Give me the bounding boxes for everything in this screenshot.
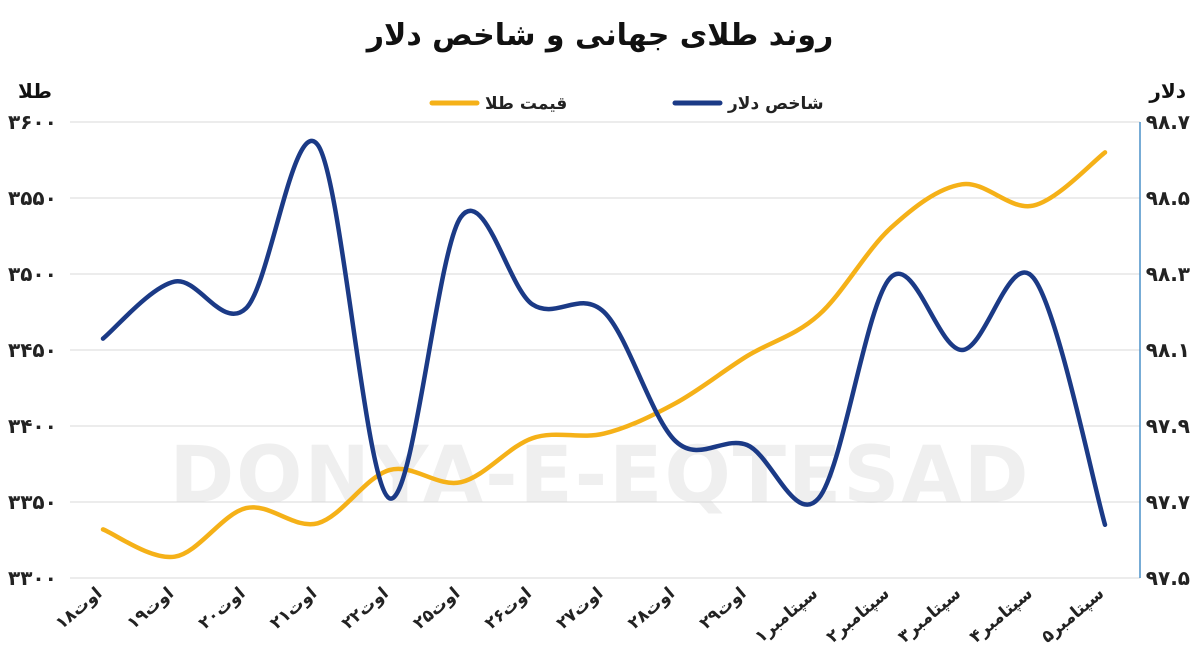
x-tick-label: ۲۶اوت: [481, 584, 535, 634]
data-point: [459, 215, 463, 219]
legend: قیمت طلا شاخص دلار: [429, 94, 824, 114]
gridlines: [70, 121, 1140, 579]
data-point: [674, 439, 678, 443]
y-right-axis-title: دلار: [1148, 79, 1186, 103]
watermark: DONYA-E-EQTESAD: [169, 431, 1030, 521]
y-left-axis-title: طلا: [18, 79, 52, 103]
y-left-tick-label: ۳۶۰۰: [8, 110, 57, 134]
data-point: [1103, 150, 1107, 154]
x-tick-label: ۲۰اوت: [195, 584, 249, 634]
y-left-tick-label: ۳۳۰۰: [8, 566, 57, 590]
legend-label: شاخص دلار: [727, 94, 824, 114]
data-point: [244, 506, 248, 510]
data-point: [101, 337, 105, 341]
data-point: [387, 496, 391, 500]
y-left-tick-label: ۳۵۰۰: [8, 262, 57, 286]
chart-title: روند طلای جهانی و شاخص دلار: [365, 18, 834, 53]
data-point: [602, 310, 606, 314]
y-left-tick-label: ۳۳۵۰: [8, 490, 57, 514]
x-tick-label: ۵سپتامبر: [1038, 584, 1109, 648]
y-right-tick-label: ۹۸.۳: [1146, 262, 1190, 286]
series-line-dollar: [100, 138, 1108, 528]
axes: ۳۳۰۰ ۳۳۵۰ ۳۴۰۰ ۳۴۵۰ ۳۵۰۰ ۳۵۵۰ ۳۶۰۰ ۹۷.۵ ۹۷.۷ ۹۷.۹…: [8, 110, 1190, 590]
data-point: [173, 555, 177, 559]
x-tick-label: ۲۵اوت: [410, 584, 464, 634]
data-point: [1031, 204, 1035, 208]
data-point: [888, 276, 892, 280]
data-point: [674, 401, 678, 405]
x-tick-label: ۱۸اوت: [52, 584, 106, 634]
data-point: [316, 521, 320, 525]
x-tick-label: ۱۹اوت: [123, 584, 177, 634]
data-point: [1103, 523, 1107, 527]
data-point: [817, 313, 821, 317]
y-left-tick-label: ۳۴۵۰: [8, 338, 57, 362]
x-tick-label: ۲۷اوت: [553, 584, 607, 634]
data-point: [316, 143, 320, 147]
x-tick-label: ۲۸اوت: [624, 584, 678, 634]
data-point: [530, 436, 534, 440]
data-point: [387, 468, 391, 472]
y-left-tick-label: ۳۵۵۰: [8, 186, 57, 210]
x-tick-label: ۱سپتامبر: [751, 584, 822, 648]
x-axis-ticks: ۱۸اوت ۱۹اوت ۲۰اوت ۲۱اوت ۲۲اوت ۲۵اوت ۲۶اوت ۲۷اوت…: [52, 584, 1108, 648]
x-tick-label: ۲۲اوت: [338, 584, 392, 634]
y-right-tick-label: ۹۷.۹: [1146, 414, 1190, 438]
data-point: [745, 443, 749, 447]
y-right-tick-label: ۹۸.۵: [1146, 186, 1190, 210]
y-left-tick-label: ۳۴۰۰: [8, 414, 57, 438]
data-point: [960, 182, 964, 186]
data-point: [1031, 276, 1035, 280]
data-point: [101, 527, 105, 531]
data-point: [530, 302, 534, 306]
legend-label: قیمت طلا: [485, 94, 567, 114]
y-right-tick-label: ۹۷.۷: [1146, 490, 1190, 514]
data-point: [602, 432, 606, 436]
watermark-text: DONYA-E-EQTESAD: [169, 431, 1030, 521]
data-point: [960, 348, 964, 352]
x-tick-label: ۲سپتامبر: [823, 584, 894, 648]
x-tick-label: ۲۹اوت: [696, 584, 750, 634]
data-point: [244, 306, 248, 310]
x-tick-label: ۲۱اوت: [267, 584, 321, 634]
data-point: [173, 280, 177, 284]
y-right-tick-label: ۹۷.۵: [1146, 566, 1190, 590]
data-point: [817, 496, 821, 500]
y-right-tick-label: ۹۸.۱: [1146, 338, 1190, 362]
data-point: [459, 480, 463, 484]
data-point: [888, 226, 892, 230]
data-point: [745, 354, 749, 358]
series: [100, 138, 1108, 560]
x-tick-label: ۴سپتامبر: [966, 584, 1037, 648]
x-tick-label: ۳سپتامبر: [894, 584, 965, 648]
y-right-tick-label: ۹۸.۷: [1146, 110, 1190, 134]
